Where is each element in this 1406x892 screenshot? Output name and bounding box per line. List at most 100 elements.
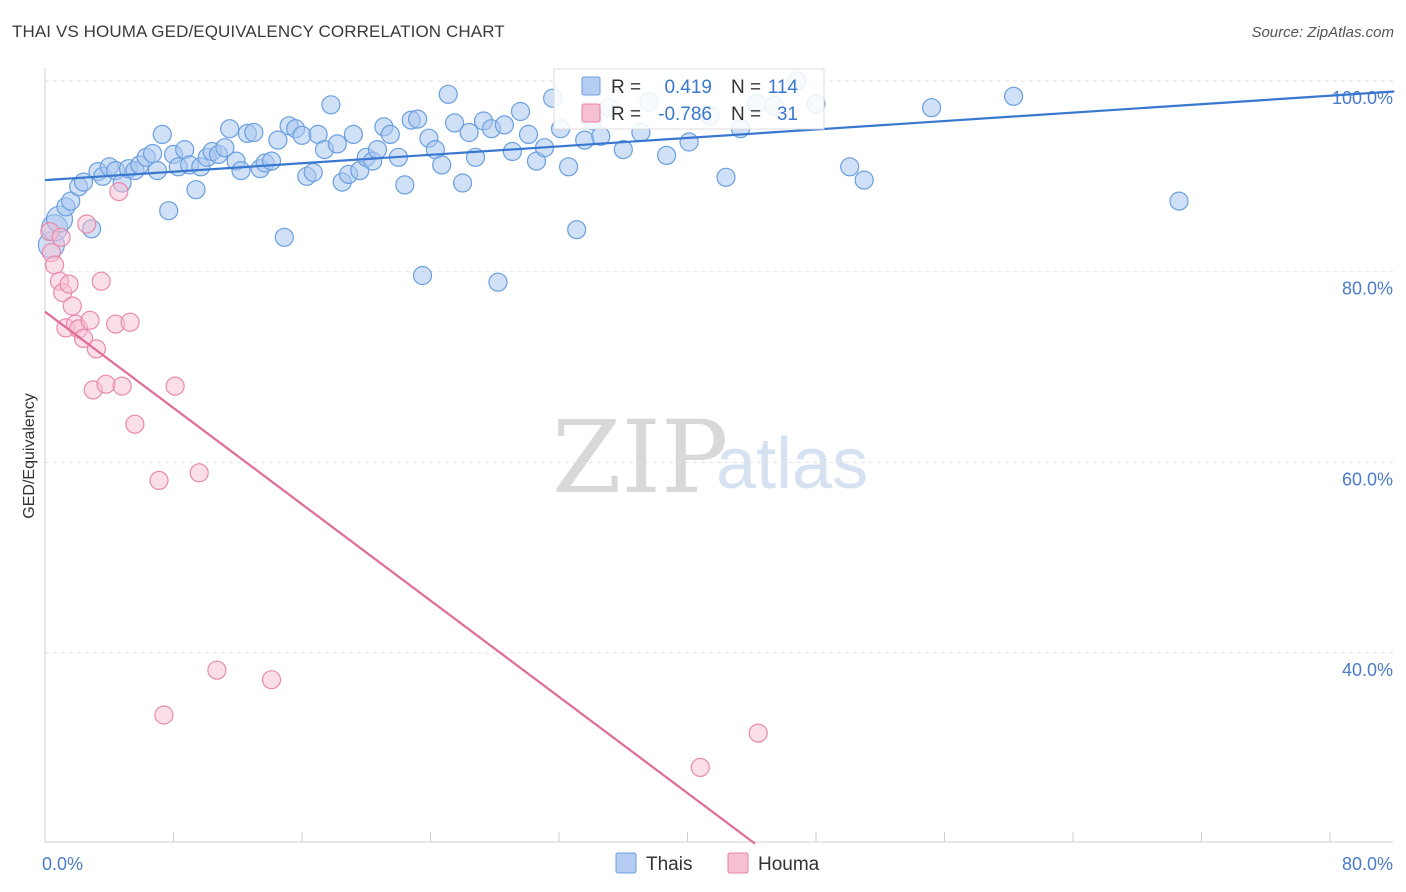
houma-point-5 bbox=[59, 274, 79, 294]
houma-point-21 bbox=[149, 470, 169, 490]
series-houma bbox=[40, 182, 768, 778]
thais-point-45 bbox=[303, 162, 323, 183]
thais-point-17 bbox=[143, 143, 163, 164]
thais-point-104 bbox=[1003, 86, 1024, 106]
thais-point-92 bbox=[656, 145, 677, 165]
houma-point-20 bbox=[125, 414, 145, 434]
thais-point-49 bbox=[327, 134, 347, 154]
thais-point-105 bbox=[1169, 191, 1189, 211]
thais-point-25 bbox=[186, 180, 206, 200]
legend-r-label-thais: R = bbox=[611, 77, 641, 98]
thais-point-76 bbox=[502, 141, 523, 162]
thais-point-67 bbox=[438, 84, 458, 104]
houma-point-23 bbox=[165, 376, 185, 396]
thais-point-48 bbox=[321, 95, 341, 115]
thais-point-35 bbox=[244, 122, 264, 143]
chart-title: THAI VS HOUMA GED/EQUIVALENCY CORRELATIO… bbox=[12, 22, 505, 41]
thais-point-39 bbox=[268, 130, 288, 150]
houma-point-26 bbox=[261, 670, 282, 690]
houma-point-10 bbox=[77, 214, 97, 234]
watermark-atlas: atlas bbox=[716, 424, 868, 504]
houma-point-11 bbox=[80, 310, 100, 330]
bottom-legend-label-houma: Houma bbox=[758, 854, 820, 875]
houma-point-30 bbox=[51, 227, 71, 247]
watermark: ZIP atlas bbox=[552, 399, 868, 516]
legend-n-value-houma: 31 bbox=[777, 104, 798, 125]
legend-n-label-houma: N = bbox=[731, 104, 761, 125]
legend-r-value-houma: -0.786 bbox=[658, 104, 712, 125]
thais-point-52 bbox=[343, 124, 363, 144]
thais-point-66 bbox=[432, 155, 452, 175]
thais-point-56 bbox=[367, 140, 388, 160]
y-tick-labels: 40.0% 60.0% 80.0% 100.0% bbox=[1332, 88, 1393, 680]
y-tick-label-0: 40.0% bbox=[1342, 660, 1393, 680]
bottom-legend-swatch-houma bbox=[727, 852, 749, 874]
y-tick-label-1: 60.0% bbox=[1342, 469, 1393, 489]
thais-point-78 bbox=[518, 124, 539, 144]
axes bbox=[44, 68, 1393, 843]
source-label: Source: ZipAtlas.com bbox=[1251, 24, 1394, 41]
thais-point-33 bbox=[231, 161, 251, 181]
thais-point-101 bbox=[840, 157, 860, 177]
thais-point-102 bbox=[854, 170, 874, 190]
thais-point-93 bbox=[679, 132, 699, 152]
thais-point-74 bbox=[488, 272, 508, 292]
bottom-legend-swatch-thais bbox=[615, 852, 637, 874]
thais-point-30 bbox=[215, 138, 235, 158]
thais-point-89 bbox=[613, 140, 633, 160]
houma-point-14 bbox=[91, 271, 111, 291]
stats-legend: R = 0.419 N = 114 R = -0.786 N = 31 bbox=[553, 68, 825, 130]
houma-point-19 bbox=[120, 312, 140, 332]
series-legend: Thais Houma bbox=[615, 852, 820, 875]
thais-point-95 bbox=[716, 167, 736, 187]
thais-point-68 bbox=[445, 113, 465, 133]
legend-swatch-houma bbox=[581, 103, 601, 123]
thais-point-103 bbox=[921, 98, 942, 118]
thais-point-77 bbox=[510, 101, 531, 122]
houma-point-24 bbox=[189, 463, 209, 483]
houma-point-15 bbox=[96, 374, 116, 394]
thais-point-70 bbox=[459, 122, 479, 143]
thais-point-63 bbox=[412, 265, 433, 286]
houma-point-6 bbox=[62, 296, 82, 316]
legend-swatch-thais bbox=[581, 76, 601, 96]
thais-trend-line bbox=[44, 90, 1395, 182]
houma-trend-line bbox=[44, 310, 756, 845]
thais-point-18 bbox=[147, 161, 167, 181]
legend-r-value-thais: 0.419 bbox=[664, 77, 712, 98]
thais-point-83 bbox=[558, 157, 579, 177]
thais-point-31 bbox=[220, 119, 240, 139]
houma-point-22 bbox=[154, 705, 174, 725]
thais-point-58 bbox=[380, 124, 400, 144]
houma-point-17 bbox=[109, 182, 129, 202]
houma-point-27 bbox=[690, 757, 710, 778]
bottom-legend-label-thais: Thais bbox=[646, 854, 692, 875]
thais-point-40 bbox=[274, 227, 294, 247]
y-axis-title: GED/Equivalency bbox=[21, 393, 38, 518]
thais-point-62 bbox=[408, 109, 428, 129]
thais-point-69 bbox=[453, 173, 473, 193]
legend-r-label-houma: R = bbox=[611, 104, 641, 125]
houma-point-28 bbox=[748, 723, 768, 743]
x-tick-label-min: 0.0% bbox=[42, 854, 83, 874]
houma-point-18 bbox=[112, 376, 132, 396]
grid bbox=[45, 80, 1393, 654]
thais-point-38 bbox=[261, 151, 282, 171]
x-ticks bbox=[173, 832, 1331, 842]
legend-n-value-thais: 114 bbox=[768, 77, 799, 98]
thais-point-75 bbox=[494, 115, 514, 135]
thais-point-84 bbox=[567, 220, 587, 240]
thais-point-20 bbox=[159, 201, 179, 221]
y-tick-label-3: 100.0% bbox=[1332, 88, 1393, 108]
watermark-zip: ZIP bbox=[552, 399, 728, 516]
houma-point-1 bbox=[44, 255, 65, 275]
thais-point-19 bbox=[152, 124, 172, 144]
x-tick-label-max: 80.0% bbox=[1342, 854, 1393, 874]
thais-point-60 bbox=[395, 175, 415, 195]
thais-point-43 bbox=[292, 125, 312, 145]
thais-point-85 bbox=[575, 130, 595, 150]
houma-point-25 bbox=[207, 660, 227, 680]
y-tick-label-2: 80.0% bbox=[1342, 279, 1393, 299]
legend-n-label-thais: N = bbox=[731, 77, 761, 98]
